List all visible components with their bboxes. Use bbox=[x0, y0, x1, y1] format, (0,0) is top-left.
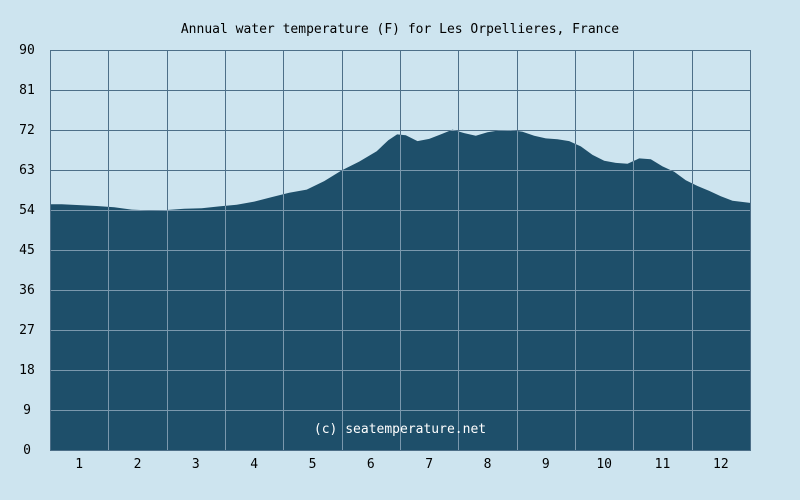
y-axis-ticks: 0 9 18 27 36 45 54 63 72 81 90 bbox=[19, 43, 35, 458]
x-tick-label: 5 bbox=[309, 457, 317, 472]
y-tick-label: 90 bbox=[19, 43, 35, 58]
x-tick-label: 12 bbox=[713, 457, 729, 472]
x-tick-label: 3 bbox=[192, 457, 200, 472]
chart-title: Annual water temperature (F) for Les Orp… bbox=[181, 22, 619, 37]
x-tick-label: 1 bbox=[75, 457, 83, 472]
y-tick-label: 72 bbox=[19, 123, 35, 138]
x-tick-label: 4 bbox=[250, 457, 258, 472]
x-tick-label: 6 bbox=[367, 457, 375, 472]
y-tick-label: 27 bbox=[19, 323, 35, 338]
y-tick-label: 54 bbox=[19, 203, 35, 218]
plot-frame bbox=[50, 50, 751, 451]
watermark: (c) seatemperature.net bbox=[314, 422, 486, 437]
x-tick-label: 9 bbox=[542, 457, 550, 472]
y-tick-label: 45 bbox=[19, 243, 35, 258]
x-tick-label: 8 bbox=[484, 457, 492, 472]
x-tick-label: 10 bbox=[596, 457, 612, 472]
x-tick-label: 7 bbox=[425, 457, 433, 472]
y-tick-label: 81 bbox=[19, 83, 35, 98]
x-tick-label: 2 bbox=[134, 457, 142, 472]
y-tick-label: 18 bbox=[19, 363, 35, 378]
y-tick-label: 36 bbox=[19, 283, 35, 298]
y-tick-label: 63 bbox=[19, 163, 35, 178]
y-tick-label: 9 bbox=[23, 403, 31, 418]
x-tick-label: 11 bbox=[655, 457, 671, 472]
x-axis-ticks: 1 2 3 4 5 6 7 8 9 10 11 12 bbox=[75, 457, 728, 472]
y-tick-label: 0 bbox=[23, 443, 31, 458]
